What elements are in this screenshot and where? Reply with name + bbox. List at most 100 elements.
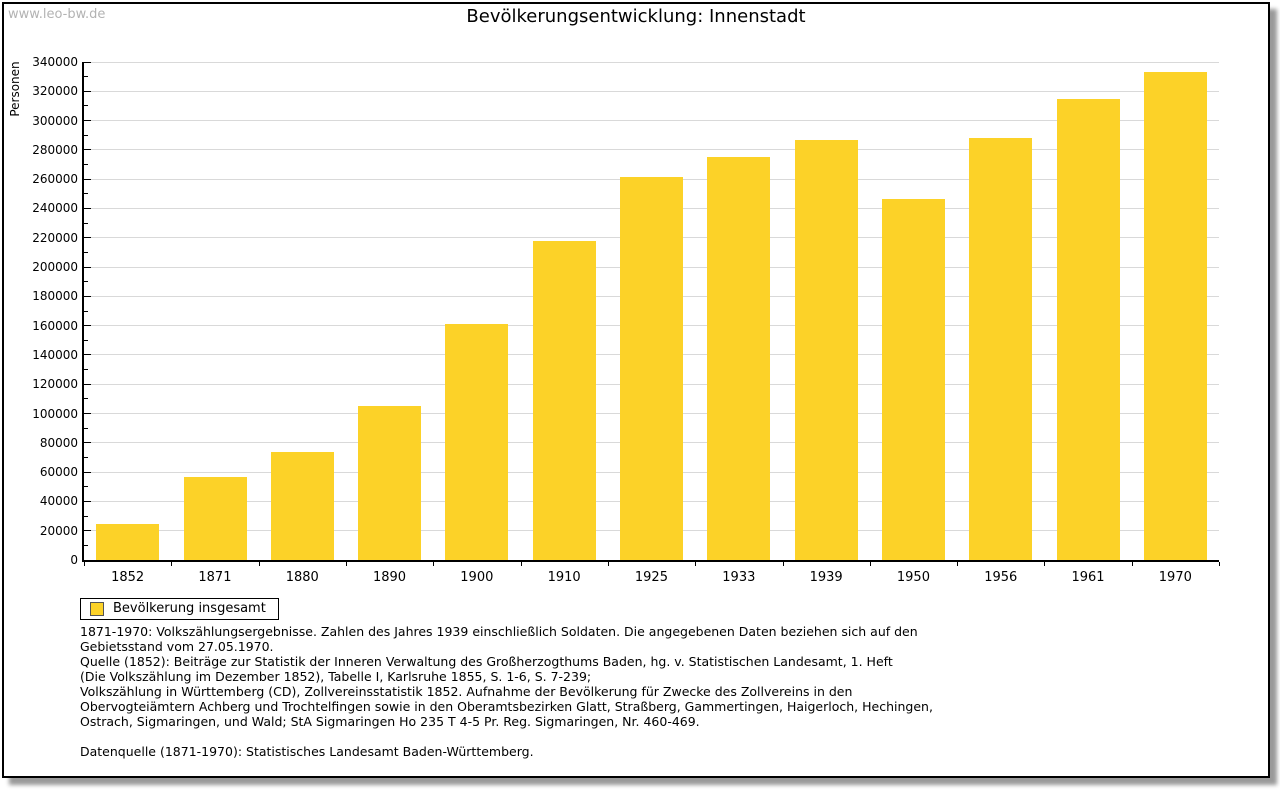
x-tick (695, 562, 697, 566)
y-tick (84, 76, 88, 77)
y-tick (84, 311, 88, 312)
y-tick (84, 384, 91, 385)
y-tick (84, 354, 91, 355)
y-tick (84, 398, 88, 399)
x-tick-label: 1939 (809, 570, 843, 585)
y-tick (84, 252, 88, 253)
chart-panel: www.leo-bw.de Bevölkerungsentwicklung: I… (2, 2, 1270, 778)
footnote-line (80, 729, 933, 744)
y-tick (84, 223, 88, 224)
y-tick (84, 281, 88, 282)
y-tick-label: 220000 (32, 230, 78, 245)
y-tick (84, 472, 91, 473)
y-tick (84, 208, 91, 209)
y-tick (84, 340, 88, 341)
chart-title: Bevölkerungsentwicklung: Innenstadt (466, 6, 806, 27)
legend-swatch-icon (90, 601, 104, 616)
bar-1961 (1056, 98, 1120, 560)
y-tick-label: 20000 (39, 523, 78, 538)
y-tick (84, 149, 91, 150)
legend-label: Bevölkerung insgesamt (113, 601, 266, 616)
footnote-line: (Die Volkszählung im Dezember 1852), Tab… (80, 669, 592, 684)
y-tick (84, 501, 91, 502)
y-tick (84, 413, 91, 414)
bar-1925 (620, 177, 683, 560)
x-tick (869, 562, 871, 566)
y-tick-label: 340000 (32, 55, 78, 69)
bar-1956 (969, 138, 1033, 560)
bar-1852 (96, 524, 160, 560)
x-tick (520, 562, 522, 566)
y-tick (84, 193, 88, 194)
y-tick-label: 0 (70, 553, 78, 567)
x-tick-label: 1900 (460, 570, 494, 585)
bar-1970 (1143, 72, 1207, 560)
footnote-line: Gebietsstand vom 27.05.1970. (80, 639, 274, 654)
x-tick-label: 1970 (1158, 570, 1192, 585)
y-tick (84, 516, 88, 517)
x-tick (84, 562, 85, 566)
x-tick (782, 562, 784, 566)
bar-1939 (794, 139, 858, 560)
x-tick-label: 1890 (372, 570, 407, 585)
y-tick (84, 179, 91, 180)
x-tick (258, 562, 260, 566)
y-tick (84, 296, 91, 297)
footnote-line: 1871-1970: Volkszählungsergebnisse. Zahl… (80, 624, 918, 639)
y-tick (84, 164, 88, 165)
footnote-line: Quelle (1852): Beiträge zur Statistik de… (80, 654, 893, 669)
gridline (84, 149, 1219, 150)
bar-1950 (881, 198, 945, 560)
x-tick-label: 1961 (1071, 570, 1105, 585)
footnote-line: Volkszählung in Württemberg (CD), Zollve… (80, 684, 853, 699)
y-tick-label: 200000 (32, 260, 78, 275)
y-tick (84, 105, 88, 106)
bar-1900 (445, 324, 509, 560)
watermark: www.leo-bw.de (8, 7, 106, 22)
y-tick-label: 140000 (32, 347, 78, 362)
footnote-line: Datenquelle (1871-1970): Statistisches L… (80, 744, 534, 759)
bar-1880 (270, 451, 334, 560)
y-tick (84, 135, 88, 136)
bar-1933 (707, 156, 771, 560)
x-tick-label: 1910 (547, 570, 581, 585)
y-tick (84, 442, 91, 443)
bar-1910 (532, 240, 596, 560)
y-tick-label: 180000 (32, 289, 78, 304)
bar-1890 (358, 405, 422, 560)
x-tick (1219, 562, 1220, 566)
x-tick (1131, 562, 1133, 566)
y-tick (84, 545, 88, 546)
y-tick (84, 369, 88, 370)
y-tick (84, 530, 91, 531)
y-tick (84, 486, 88, 487)
bar-1871 (183, 477, 247, 560)
y-tick-label: 80000 (39, 435, 78, 450)
x-tick-label: 1852 (111, 570, 145, 585)
y-axis-line (82, 62, 84, 562)
x-tick (433, 562, 435, 566)
y-tick-label: 60000 (39, 465, 78, 480)
y-tick-label: 240000 (32, 201, 78, 216)
y-tick-label: 40000 (39, 494, 78, 509)
x-tick (607, 562, 609, 566)
y-tick-label: 280000 (32, 142, 78, 157)
x-tick (171, 562, 173, 566)
x-tick-label: 1950 (896, 570, 930, 585)
x-tick-label: 1956 (984, 570, 1018, 585)
footnotes: 1871-1970: Volkszählungsergebnisse. Zahl… (80, 624, 933, 759)
y-tick (84, 267, 91, 268)
y-tick-label: 120000 (32, 377, 78, 392)
x-tick-label: 1925 (634, 570, 668, 585)
footnote-line: Obervogteiämtern Achberg und Trochtelfin… (80, 699, 933, 714)
footnote-line: Ostrach, Sigmaringen, und Wald; StA Sigm… (80, 714, 700, 729)
x-axis-line (82, 560, 1219, 562)
x-tick-label: 1880 (285, 570, 319, 585)
y-tick-label: 320000 (32, 84, 78, 99)
gridline (84, 91, 1219, 92)
gridline (84, 62, 1219, 63)
x-tick (1044, 562, 1046, 566)
x-tick (957, 562, 959, 566)
y-tick-label: 100000 (32, 406, 78, 421)
y-tick-label: 260000 (32, 172, 78, 187)
